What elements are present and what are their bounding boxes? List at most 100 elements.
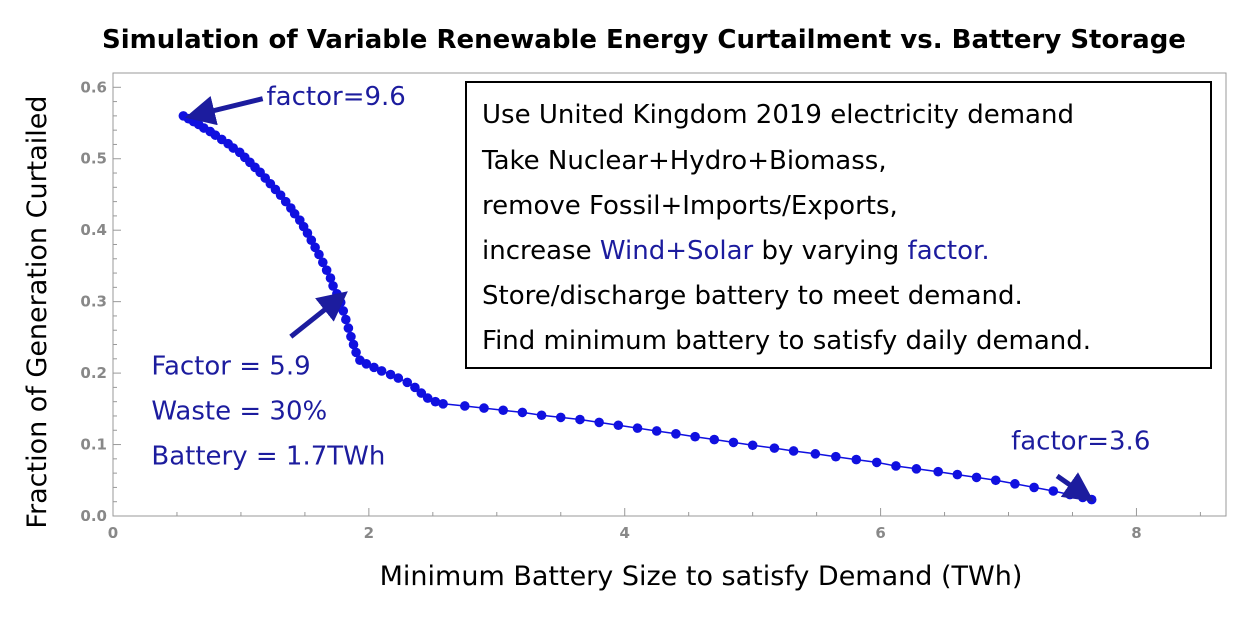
data-point [594, 417, 604, 428]
y-tick-label: 0.0 [80, 507, 107, 525]
note-line-4-mid: by varying [753, 236, 907, 266]
note-line-2: Take Nuclear+Hydro+Biomass, [481, 146, 887, 176]
x-axis-ticks: 0 2 4 6 8 [108, 508, 1201, 542]
y-axis-ticks: 0.0 0.1 0.2 0.3 0.4 0.5 0.6 [80, 78, 121, 525]
data-point [376, 366, 387, 376]
data-point [351, 347, 361, 358]
data-point [990, 475, 1001, 486]
data-point [871, 457, 882, 468]
data-point [1010, 479, 1020, 489]
x-tick-label: 0 [108, 524, 118, 542]
annotations: factor=9.6 factor=3.6 Factor = 5.9 Waste = … [151, 82, 1150, 502]
plot-frame [112, 72, 1227, 517]
data-point [971, 472, 982, 483]
data-point [1029, 482, 1039, 493]
y-axis-label: Fraction of Generation Curtailed [22, 95, 53, 528]
data-point [328, 281, 338, 291]
data-point [410, 382, 420, 393]
data-point [911, 464, 922, 474]
data-point [341, 314, 351, 325]
data-point [346, 331, 356, 342]
data-point [314, 249, 324, 260]
data-point [575, 414, 585, 425]
data-point [613, 420, 624, 431]
note-line-4: increase Wind+Solar by varying factor. [482, 236, 990, 266]
data-point [302, 228, 313, 238]
data-point [289, 208, 300, 219]
data-point [310, 242, 320, 253]
annotation-arrow [185, 95, 264, 126]
data-point [747, 440, 758, 451]
y-tick-label: 0.2 [80, 364, 107, 382]
data-point [422, 393, 433, 403]
data-point [348, 339, 359, 350]
annotation-arrow [1055, 472, 1094, 502]
data-point [325, 273, 336, 283]
data-point [498, 405, 508, 416]
data-point [460, 401, 470, 411]
chart-title: Simulation of Variable Renewable Energy … [102, 25, 1186, 55]
y-tick-label: 0.5 [80, 150, 107, 168]
note-line-6: Find minimum battery to satisfy daily de… [482, 326, 1091, 356]
annotation-text: factor=9.6 [267, 82, 406, 112]
notes-box: Use United Kingdom 2019 electricity dema… [465, 81, 1212, 369]
data-point [555, 412, 566, 423]
data-point [385, 369, 396, 380]
data-point [810, 449, 821, 459]
annotation-arrow [289, 291, 348, 339]
x-tick-label: 2 [364, 524, 374, 542]
data-point [343, 323, 354, 333]
y-tick-label: 0.1 [80, 436, 107, 454]
series-points [178, 111, 1097, 505]
data-point [536, 410, 547, 421]
y-tick-label: 0.4 [80, 221, 107, 239]
y-tick-label: 0.3 [80, 293, 107, 311]
note-line-1: Use United Kingdom 2019 electricity dema… [482, 100, 1074, 130]
data-point [728, 437, 739, 448]
data-point [769, 443, 780, 453]
x-tick-label: 6 [875, 524, 885, 542]
data-point [891, 461, 901, 471]
data-point [306, 235, 317, 245]
data-point [1048, 486, 1059, 496]
data-point [517, 407, 528, 418]
data-point [933, 466, 943, 477]
data-point [393, 373, 404, 383]
data-point [369, 362, 379, 373]
note-line-4-pre: increase [482, 236, 600, 266]
data-point [275, 190, 286, 200]
data-point [280, 196, 291, 207]
data-point [438, 399, 448, 409]
data-point [402, 377, 413, 388]
data-point [952, 469, 963, 480]
data-point [1065, 489, 1075, 500]
x-tick-label: 8 [1131, 524, 1141, 542]
data-point [318, 257, 328, 268]
data-point [851, 454, 862, 465]
data-point [321, 265, 332, 276]
note-highlight-wind-solar: Wind+Solar [600, 236, 754, 266]
note-line-3: remove Fossil+Imports/Exports, [482, 191, 898, 221]
data-point [651, 426, 662, 436]
annotation-text: factor=3.6 [1011, 427, 1150, 457]
data-point [709, 434, 720, 445]
data-point [671, 429, 681, 439]
annotation-text: Factor = 5.9 [151, 352, 310, 382]
annotation-text: Waste = 30% [151, 397, 327, 427]
y-tick-label: 0.6 [80, 78, 107, 96]
data-point [788, 446, 799, 456]
data-point [338, 306, 349, 316]
data-point [361, 359, 372, 369]
data-point [479, 403, 489, 413]
x-axis-label: Minimum Battery Size to satisfy Demand (… [380, 561, 1023, 592]
data-point [430, 396, 441, 407]
x-tick-label: 4 [620, 524, 630, 542]
note-line-5: Store/discharge battery to meet demand. [482, 281, 1023, 311]
note-highlight-factor: factor. [908, 236, 990, 266]
notes-box-frame [465, 81, 1212, 369]
data-point [632, 423, 643, 433]
data-point [690, 431, 700, 442]
data-point [831, 451, 841, 462]
annotation-text: Battery = 1.7TWh [151, 442, 385, 472]
